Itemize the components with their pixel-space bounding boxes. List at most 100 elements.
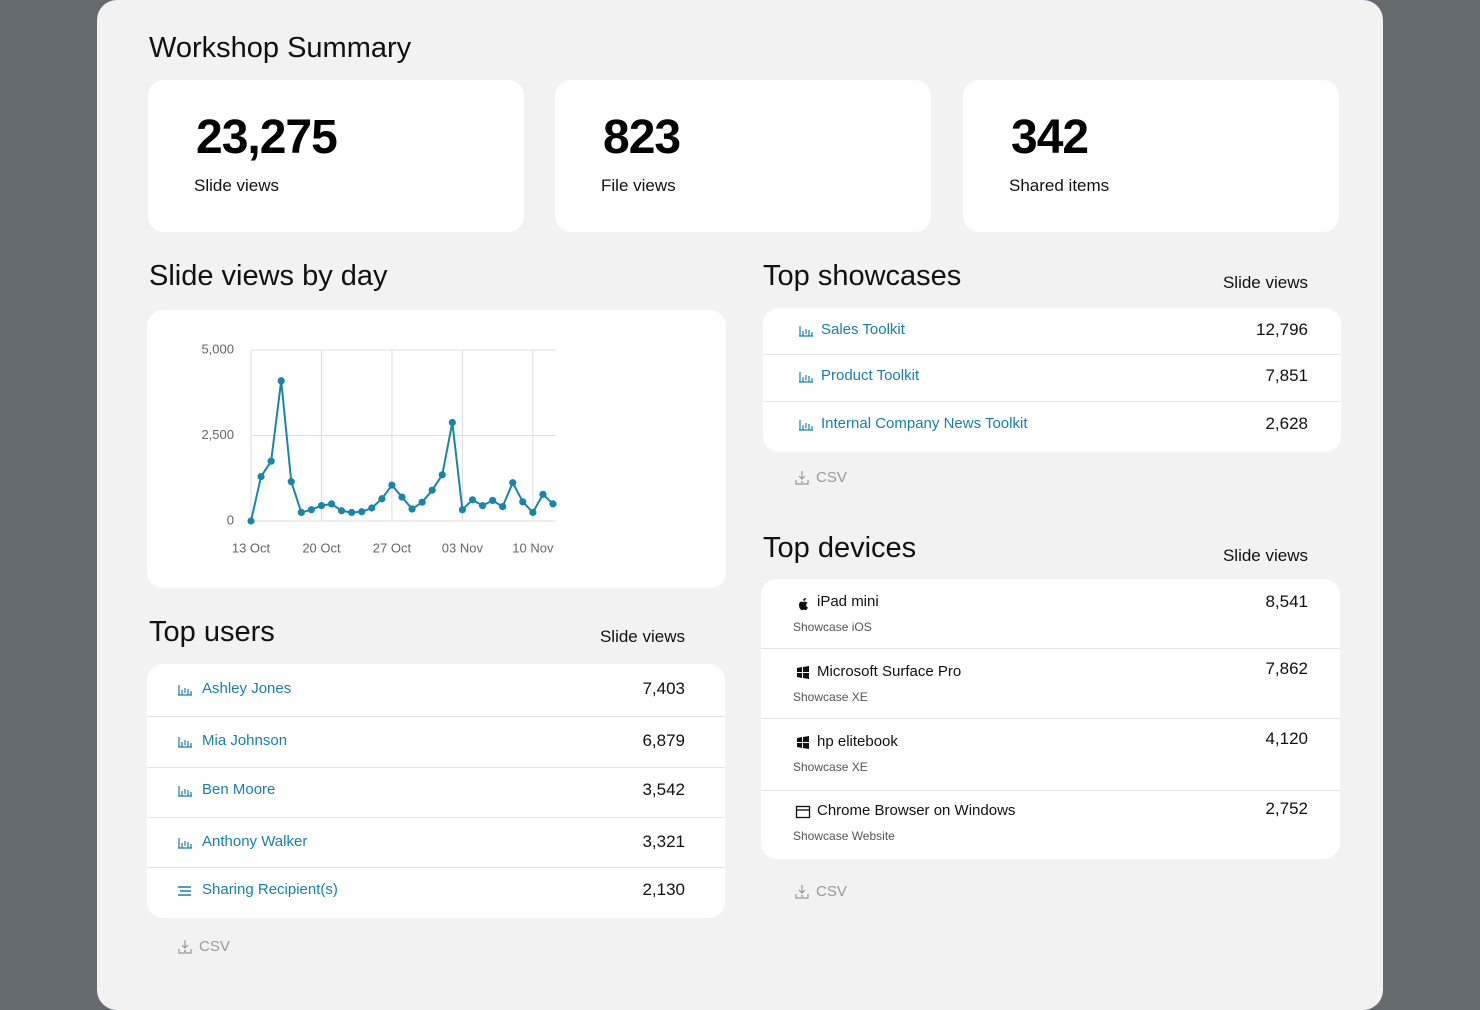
x-tick-label: 27 Oct	[373, 540, 412, 555]
point	[519, 498, 527, 506]
stat-label: Slide views	[194, 176, 280, 195]
point	[438, 471, 446, 479]
chart: 0 2,500 5,000 13 Oct 20 Oct 27 Oct 03 Nov 10 No…	[201, 341, 557, 555]
row-value: 2,752	[1265, 799, 1308, 818]
row-value: 4,120	[1265, 729, 1308, 748]
table-card	[761, 579, 1340, 859]
section-title: Top showcases	[763, 260, 962, 292]
row-subtitle: Showcase Website	[793, 829, 895, 843]
stat-card	[555, 80, 931, 232]
icon	[178, 737, 192, 748]
point	[489, 496, 497, 505]
point	[478, 502, 487, 510]
table-card	[763, 308, 1341, 452]
icon	[795, 805, 811, 819]
row-value: 2,130	[642, 880, 685, 899]
point	[388, 481, 396, 489]
icon	[795, 471, 809, 485]
stat-label: File views	[601, 176, 676, 195]
point	[277, 377, 285, 385]
row-value: 7,403	[642, 679, 685, 698]
row-name[interactable]: Sales Toolkit	[821, 321, 905, 338]
row-value: 3,321	[642, 832, 685, 851]
row-name[interactable]: Ben Moore	[202, 781, 276, 798]
row-separator	[147, 766, 725, 768]
row-value: 8,541	[1265, 592, 1308, 611]
row-name: iPad mini	[817, 593, 879, 610]
stat-card	[963, 80, 1339, 232]
point	[348, 508, 356, 517]
point	[458, 506, 466, 514]
icon	[178, 940, 192, 954]
icon	[797, 666, 809, 679]
row-name[interactable]: Mia Johnson	[202, 732, 288, 749]
y-tick-label: 0	[227, 512, 234, 527]
icon	[178, 838, 192, 849]
icon	[178, 886, 191, 896]
row-name[interactable]: Anthony Walker	[202, 833, 308, 850]
point	[549, 500, 557, 508]
x-tick-label: 03 Nov	[442, 540, 484, 555]
page: (() => { const data = JSON.parse(documen…	[97, 0, 1383, 1010]
column-header: Slide views	[599, 627, 685, 646]
icon	[799, 372, 813, 383]
row-name[interactable]: Ashley Jones	[202, 680, 292, 697]
point	[257, 472, 265, 481]
x-tick-label: 13 Oct	[232, 540, 271, 555]
row-separator	[761, 718, 1340, 719]
point	[418, 498, 426, 506]
row-subtitle: Showcase XE	[793, 690, 868, 704]
point	[539, 490, 547, 498]
point	[529, 508, 537, 517]
stat-card	[148, 80, 524, 232]
row-separator	[147, 716, 725, 717]
stat-value: 23,275	[196, 111, 338, 164]
point	[297, 508, 305, 517]
page-title: Workshop Summary	[149, 32, 412, 64]
row-name[interactable]: Product Toolkit	[821, 367, 920, 384]
icon	[797, 736, 809, 749]
row-value: 2,628	[1265, 414, 1308, 433]
chart-title: Slide views by day	[149, 260, 388, 292]
row-separator	[761, 648, 1340, 649]
stat-value: 823	[603, 111, 681, 164]
icon	[799, 420, 813, 431]
y-tick-label: 5,000	[201, 341, 234, 356]
y-tick-label: 2,500	[201, 427, 234, 442]
point	[317, 502, 326, 510]
point	[358, 508, 366, 516]
point	[247, 517, 255, 525]
point	[468, 496, 477, 504]
csv-button[interactable]: CSV	[199, 938, 230, 955]
csv-button[interactable]: CSV	[816, 469, 847, 486]
row-value: 6,879	[642, 731, 685, 750]
icon	[178, 786, 192, 797]
row-subtitle: Showcase iOS	[793, 620, 872, 634]
point	[267, 457, 275, 465]
csv-button[interactable]: CSV	[816, 883, 847, 900]
x-tick-label: 20 Oct	[302, 540, 341, 555]
point	[509, 479, 517, 487]
row-name[interactable]: Sharing Recipient(s)	[202, 881, 338, 898]
section-title: Top users	[149, 616, 275, 648]
x-tick-label: 10 Nov	[512, 540, 554, 555]
chart-card	[147, 310, 726, 588]
point	[327, 500, 336, 508]
row-value: 12,796	[1256, 320, 1308, 339]
column-header: Slide views	[1222, 273, 1308, 292]
point	[428, 486, 436, 494]
point	[398, 493, 406, 501]
row-value: 7,862	[1265, 659, 1308, 678]
column-header: Slide views	[1222, 546, 1308, 565]
point	[378, 495, 386, 503]
point	[499, 503, 507, 511]
point	[368, 504, 376, 512]
row-separator	[763, 354, 1341, 355]
row-name[interactable]: Internal Company News Toolkit	[821, 415, 1028, 432]
icon	[795, 885, 809, 899]
row-name: hp elitebook	[817, 733, 898, 750]
point	[448, 418, 456, 427]
section-title: Top devices	[763, 532, 917, 564]
row-value: 7,851	[1265, 366, 1308, 385]
row-value: 3,542	[642, 780, 685, 799]
